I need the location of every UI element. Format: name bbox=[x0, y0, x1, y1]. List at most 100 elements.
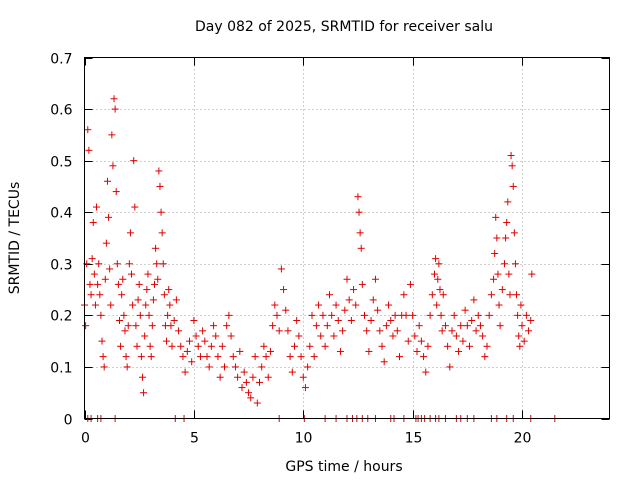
data-point bbox=[105, 213, 113, 221]
data-point bbox=[402, 311, 410, 319]
data-point bbox=[154, 275, 162, 283]
data-point bbox=[466, 342, 473, 350]
data-point bbox=[95, 260, 103, 268]
data-point bbox=[518, 322, 526, 330]
y-tick-label: 0 bbox=[64, 413, 73, 429]
data-point bbox=[352, 301, 360, 309]
data-point bbox=[260, 342, 268, 350]
data-point bbox=[256, 378, 263, 386]
data-point bbox=[492, 213, 500, 221]
data-point bbox=[406, 280, 414, 288]
y-tick-labels: 0 0.1 0.2 0.3 0.4 0.5 0.6 0.7 bbox=[50, 52, 72, 429]
data-point bbox=[194, 342, 202, 350]
data-point bbox=[157, 208, 165, 216]
data-point bbox=[253, 399, 261, 407]
data-point bbox=[409, 311, 417, 319]
data-point bbox=[354, 193, 362, 201]
data-point bbox=[167, 322, 175, 330]
data-point bbox=[140, 389, 148, 397]
data-point bbox=[128, 270, 136, 278]
data-point bbox=[84, 126, 92, 134]
plot-frame bbox=[84, 57, 610, 419]
data-point bbox=[507, 151, 515, 159]
data-point bbox=[172, 296, 180, 304]
data-point bbox=[457, 322, 465, 330]
data-point bbox=[439, 291, 447, 299]
data-point bbox=[459, 337, 467, 345]
data-point bbox=[288, 368, 296, 376]
data-point bbox=[280, 286, 288, 294]
data-point bbox=[152, 244, 160, 252]
data-point bbox=[474, 311, 482, 319]
data-point bbox=[266, 347, 274, 355]
data-point bbox=[94, 280, 102, 288]
data-point bbox=[334, 317, 342, 325]
data-point bbox=[131, 203, 139, 211]
data-point bbox=[525, 327, 533, 335]
data-point bbox=[82, 322, 90, 330]
data-point bbox=[385, 301, 393, 309]
data-point bbox=[231, 363, 239, 371]
data-point bbox=[448, 327, 456, 335]
data-point bbox=[319, 311, 327, 319]
data-point bbox=[365, 347, 373, 355]
x-tick-labels: 0 5 10 15 20 bbox=[81, 431, 531, 447]
data-point bbox=[227, 332, 235, 340]
data-point bbox=[165, 286, 173, 294]
data-point bbox=[491, 249, 499, 257]
data-point bbox=[417, 337, 425, 345]
data-point bbox=[326, 291, 333, 299]
data-point bbox=[112, 188, 120, 196]
data-point bbox=[446, 363, 454, 371]
data-point bbox=[522, 311, 530, 319]
data-point bbox=[361, 311, 368, 319]
data-point bbox=[481, 353, 489, 361]
data-point bbox=[306, 342, 314, 350]
data-point bbox=[382, 322, 390, 330]
data-point bbox=[264, 373, 272, 381]
data-point bbox=[236, 347, 244, 355]
data-point bbox=[101, 275, 109, 283]
data-point bbox=[134, 296, 142, 304]
data-point bbox=[514, 311, 522, 319]
data-point bbox=[234, 373, 242, 381]
data-point bbox=[506, 291, 514, 299]
data-point bbox=[175, 327, 183, 335]
data-point bbox=[387, 317, 395, 325]
data-point bbox=[251, 353, 259, 361]
data-point bbox=[437, 311, 445, 319]
data-point bbox=[216, 373, 224, 381]
data-point bbox=[527, 317, 535, 325]
x-tick-label: 10 bbox=[295, 431, 313, 447]
data-point bbox=[109, 162, 117, 170]
data-point bbox=[339, 327, 347, 335]
data-point bbox=[100, 363, 108, 371]
data-point bbox=[203, 353, 211, 361]
data-point bbox=[282, 306, 290, 314]
x-tick-label: 0 bbox=[81, 431, 90, 447]
data-point bbox=[181, 368, 189, 376]
data-point bbox=[129, 301, 137, 309]
data-point bbox=[212, 332, 220, 340]
y-tick-label: 0.2 bbox=[50, 309, 72, 325]
data-point bbox=[444, 342, 452, 350]
data-point bbox=[146, 342, 154, 350]
data-point bbox=[434, 275, 442, 283]
data-point bbox=[520, 337, 528, 345]
data-point bbox=[273, 311, 281, 319]
data-point bbox=[221, 363, 228, 371]
data-point bbox=[110, 95, 118, 103]
data-point bbox=[431, 270, 438, 278]
data-point bbox=[433, 301, 441, 309]
data-point bbox=[323, 322, 331, 330]
data-point bbox=[223, 322, 231, 330]
data-point bbox=[87, 291, 95, 299]
data-point bbox=[238, 384, 246, 392]
data-point bbox=[461, 306, 469, 314]
data-point bbox=[269, 322, 277, 330]
data-point bbox=[332, 301, 340, 309]
data-point bbox=[391, 311, 399, 319]
data-point bbox=[355, 208, 363, 216]
data-point bbox=[376, 327, 384, 335]
data-point bbox=[356, 229, 364, 237]
